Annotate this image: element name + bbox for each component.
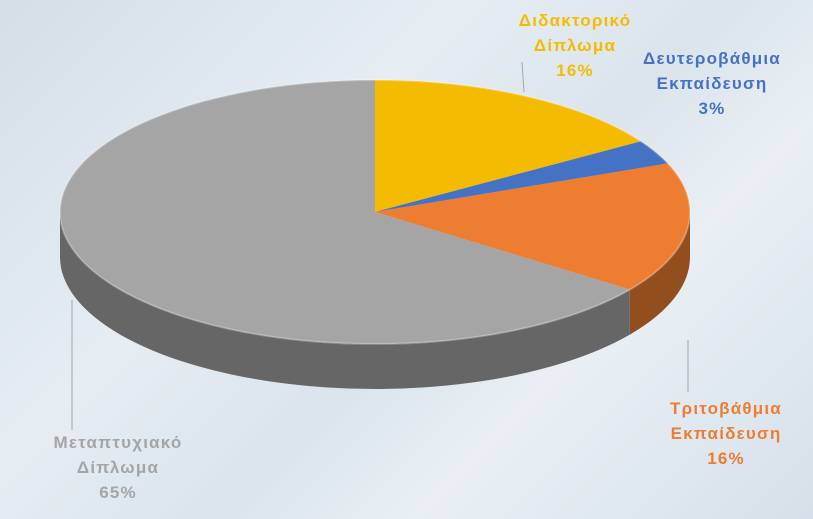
value-label: 16% [707,449,745,468]
pie-rim [59,79,691,345]
category-label: Τριτοβάθμια Εκπαίδευση [670,399,782,443]
category-label: Δευτεροβάθμια Εκπαίδευση [643,49,781,93]
pie-side [629,212,690,335]
value-label: 16% [556,61,594,80]
category-label: Διδακτορικό Δίπλωμα [518,11,632,55]
data-label: Μεταπτυχιακό Δίπλωμα 65% [23,430,213,505]
data-label: Δευτεροβάθμια Εκπαίδευση 3% [642,46,782,121]
pie-slice [375,163,690,290]
data-label: Διδακτορικό Δίπλωμα 16% [500,8,650,83]
pie-slice [375,141,668,212]
pie-slice [59,80,630,345]
value-label: 65% [99,483,137,502]
leader-line [521,61,525,93]
category-label: Μεταπτυχιακό Δίπλωμα [53,433,183,477]
value-label: 3% [698,99,726,118]
data-label: Τριτοβάθμια Εκπαίδευση 16% [631,396,813,471]
pie-slice [375,80,641,212]
pie-side [60,212,630,389]
